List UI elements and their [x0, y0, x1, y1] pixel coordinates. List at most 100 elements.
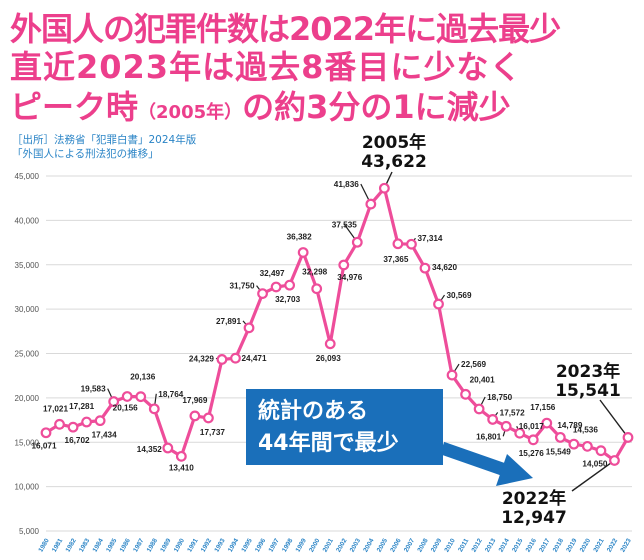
data-label: 15,549 [546, 447, 571, 456]
data-point [81, 416, 93, 428]
data-label: 17,572 [500, 408, 525, 417]
y-tick-label: 5,000 [19, 527, 40, 536]
headline-line-2: 直近2023年は過去8番目に少なく [10, 48, 523, 86]
data-point [406, 238, 417, 250]
data-label: 20,136 [130, 373, 155, 382]
x-tick-label: 1982 [65, 537, 78, 553]
data-label: 27,891 [216, 317, 241, 326]
x-tick-label: 2013 [484, 537, 497, 553]
data-label: 32,497 [260, 269, 285, 278]
data-point [189, 410, 201, 422]
data-point [148, 403, 160, 415]
data-point [108, 396, 120, 407]
x-tick-label: 2003 [349, 537, 362, 553]
data-label: 16,071 [31, 442, 56, 451]
x-tick-label: 2011 [457, 537, 470, 553]
data-point [338, 259, 350, 271]
data-label: 24,471 [241, 354, 266, 363]
source-line-2: 「外国人による刑法犯の推移」 [12, 148, 159, 160]
data-point [135, 391, 147, 403]
data-point [311, 283, 323, 295]
x-tick-label: 2019 [565, 537, 578, 553]
x-tick-label: 2021 [592, 537, 605, 553]
x-tick-label: 1980 [37, 537, 50, 553]
x-tick-label: 1987 [132, 537, 145, 553]
data-label: 32,298 [302, 268, 327, 277]
data-point [541, 417, 553, 429]
x-tick-label: 2017 [538, 537, 551, 553]
data-point [230, 352, 241, 364]
data-point [433, 298, 444, 310]
data-point [392, 238, 404, 250]
data-label: 17,737 [200, 428, 225, 437]
y-tick-label: 15,000 [15, 438, 40, 447]
annotation-leader [599, 399, 629, 438]
annotation-value: 12,947 [501, 508, 567, 528]
data-point [67, 421, 79, 433]
y-tick-label: 20,000 [15, 394, 40, 403]
x-tick-label: 1988 [146, 537, 159, 553]
x-tick-label: 2008 [416, 537, 429, 553]
x-tick-label: 2022 [606, 537, 619, 553]
arrow-head [496, 454, 533, 486]
data-label: 14,536 [573, 425, 598, 434]
callout-arrow [439, 441, 533, 486]
data-label: 15,276 [519, 449, 544, 458]
data-point [324, 338, 336, 350]
data-points [40, 182, 634, 466]
headline-reduction-text: の約3分の1に減少 [242, 88, 511, 126]
data-label: 17,281 [69, 402, 94, 411]
x-tick-label: 1999 [295, 537, 308, 553]
data-point [473, 403, 485, 415]
data-label: 16,017 [519, 422, 544, 431]
x-tick-label: 1996 [254, 537, 267, 553]
data-point [622, 432, 634, 443]
data-point [514, 427, 526, 439]
y-tick-label: 35,000 [15, 261, 40, 270]
x-tick-label: 2005 [376, 537, 389, 553]
data-label: 14,789 [557, 421, 582, 430]
x-tick-label: 2009 [430, 537, 443, 553]
data-point [365, 198, 377, 210]
annotation-value: 15,541 [555, 381, 621, 401]
data-label: 14,050 [582, 460, 607, 469]
data-point [40, 427, 52, 439]
x-tick-label: 2001 [322, 537, 335, 553]
x-tick-label: 1997 [268, 537, 281, 553]
data-label: 17,156 [530, 403, 555, 412]
x-tick-label: 1989 [159, 537, 172, 553]
data-label: 17,434 [92, 431, 117, 440]
x-tick-label: 2020 [579, 537, 592, 553]
data-label: 17,969 [182, 396, 207, 405]
data-label: 19,583 [81, 385, 106, 394]
x-tick-label: 1986 [119, 537, 132, 553]
data-label: 14,352 [137, 445, 162, 454]
x-axis: 1980 1981 1982 1983 1984 1985 1986 1987 1988 1989… [37, 537, 632, 553]
data-point [378, 182, 390, 194]
arrow-shaft [439, 441, 508, 477]
data-label: 30,569 [447, 291, 472, 300]
data-point [121, 391, 133, 402]
data-label: 18,750 [487, 393, 512, 402]
data-point [257, 288, 268, 299]
x-tick-label: 2007 [403, 537, 416, 553]
x-tick-label: 1993 [213, 537, 226, 553]
data-label: 22,569 [461, 360, 486, 369]
data-point [284, 279, 296, 291]
data-point [554, 431, 566, 443]
data-point [527, 434, 539, 446]
data-point [54, 418, 65, 430]
data-point [351, 236, 363, 248]
callout-line-1: 統計のある [258, 399, 369, 424]
headline-peak-text: ピーク時 [10, 88, 139, 126]
data-label: 16,801 [476, 432, 501, 441]
x-tick-label: 1994 [227, 537, 240, 553]
data-label: 36,382 [287, 232, 312, 241]
callout-line-2: 44年間で最少 [258, 431, 399, 456]
x-tick-label: 1990 [173, 537, 186, 553]
data-label: 26,093 [316, 354, 341, 363]
callout-box: 統計のある 44年間で最少 [246, 389, 443, 465]
x-tick-label: 1995 [240, 537, 253, 553]
data-label: 32,703 [275, 295, 300, 304]
x-tick-label: 1998 [281, 537, 294, 553]
